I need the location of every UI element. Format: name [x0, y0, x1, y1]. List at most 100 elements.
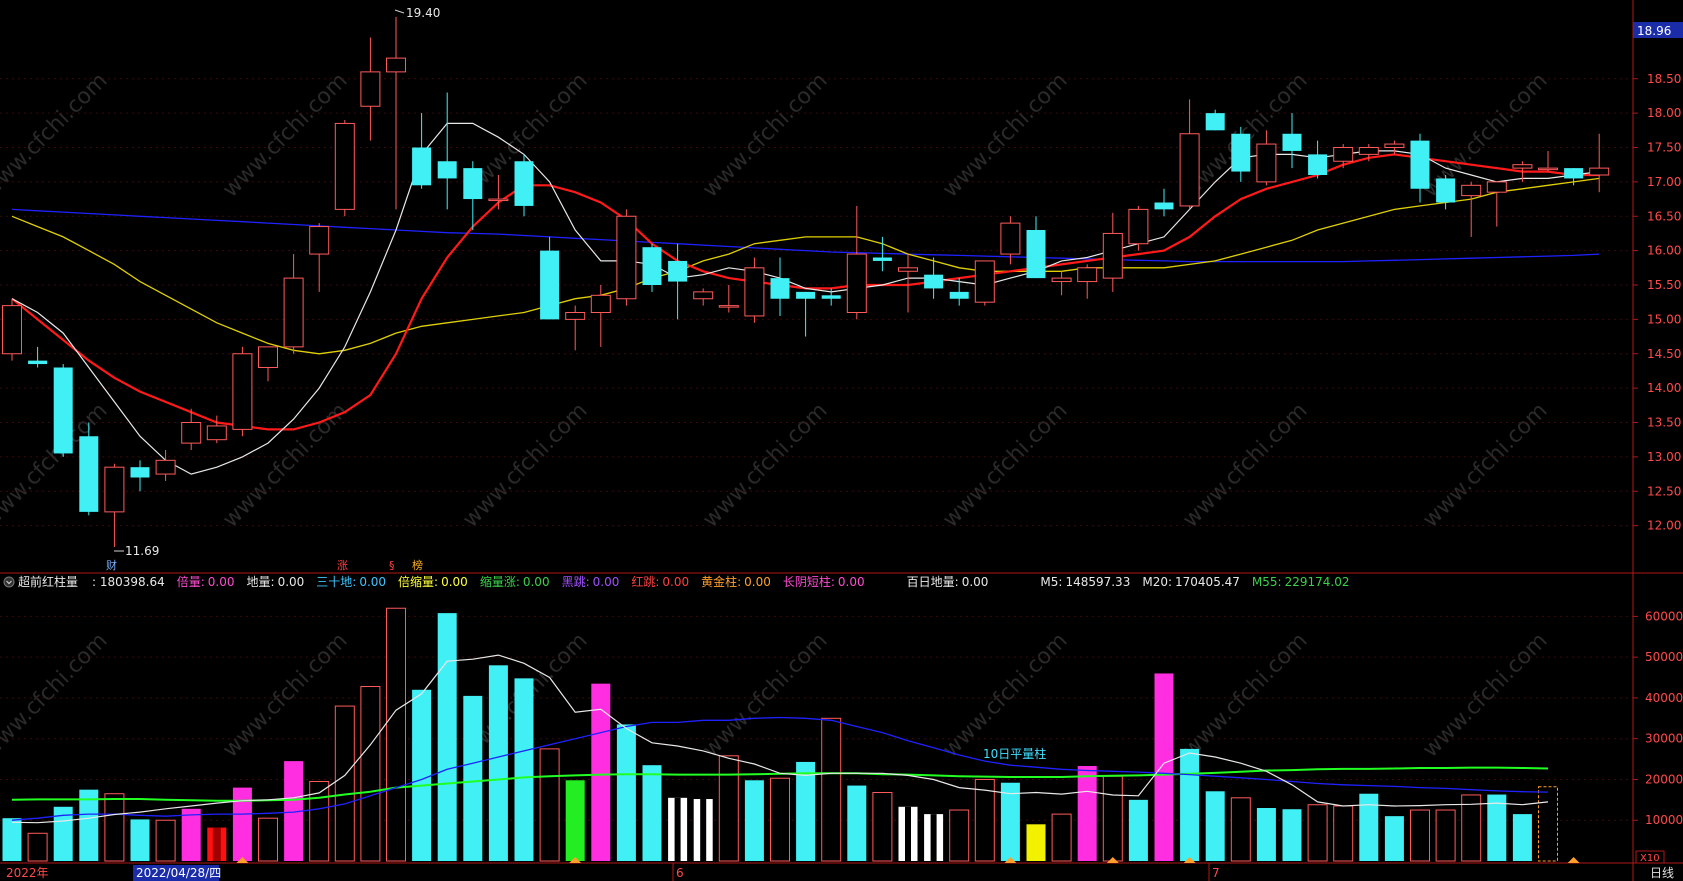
price-tick-label: 16.00 — [1647, 244, 1681, 258]
candle-body — [360, 71, 381, 107]
volume-bar-body — [334, 705, 355, 862]
candle-body — [718, 305, 739, 308]
volume-bar-body — [565, 780, 585, 861]
candle — [1538, 150, 1558, 172]
volume-legend-item: 百日地量: — [907, 575, 959, 589]
candle — [130, 460, 150, 492]
candle — [412, 113, 432, 189]
candle-body — [1000, 222, 1021, 255]
indicator-menu-icon[interactable] — [3, 576, 15, 588]
volume-bar-body — [949, 809, 970, 862]
candle-body — [949, 291, 969, 299]
candle-body — [1154, 202, 1174, 210]
volume-legend-item: 地量: — [247, 575, 275, 589]
volume-bar-body — [1333, 805, 1354, 862]
volume-bar-body — [155, 819, 176, 862]
period-label[interactable]: 日线 — [1650, 866, 1674, 880]
candle-body — [1128, 208, 1149, 245]
volume-bar-body — [1154, 673, 1174, 861]
volume-bar — [2, 818, 22, 861]
volume-bar — [309, 781, 330, 862]
candle-body — [898, 267, 918, 272]
volume-tick-label: 30000 — [1645, 732, 1683, 746]
candle — [1333, 144, 1354, 169]
candle — [821, 288, 841, 306]
candle — [898, 254, 918, 313]
volume-bar-body — [1538, 786, 1558, 862]
candle — [1128, 205, 1149, 251]
candle — [668, 243, 688, 320]
volume-bar — [514, 678, 534, 861]
volume-bar — [1282, 809, 1302, 861]
candle — [1436, 175, 1456, 210]
volume-bar — [27, 832, 48, 862]
candle — [770, 257, 790, 316]
volume-legend-item: 170405.47 — [1175, 575, 1240, 589]
candle — [104, 463, 125, 547]
price-tick-label: 18.50 — [1647, 72, 1681, 86]
volume-legend-item: 三十地: — [316, 575, 356, 589]
volume-bar — [1230, 797, 1251, 862]
candle-body — [1282, 133, 1302, 151]
volume-bar-body — [1282, 809, 1302, 861]
volume-bar-body — [258, 817, 278, 862]
candle-body — [1461, 184, 1482, 197]
volume-bar — [539, 748, 560, 862]
volume-legend-item: 0.00 — [838, 575, 865, 589]
candle — [181, 408, 202, 450]
volume-unit-label: X10 — [1640, 853, 1660, 864]
x-axis-marker — [1004, 857, 1017, 863]
volume-bar-body — [1051, 813, 1072, 862]
candle — [206, 415, 227, 444]
candle-body — [1256, 143, 1277, 183]
candle-body — [846, 253, 867, 313]
volume-indicator-title[interactable]: 超前红柱量 — [18, 574, 78, 589]
candle-body — [28, 360, 48, 365]
price-tag: 18.96 — [1633, 22, 1683, 38]
candle-body — [1486, 181, 1507, 193]
volume-legend-item: 0.00 — [593, 575, 620, 589]
volume-ma-blue-line — [11, 716, 1549, 821]
volume-bar-body — [1487, 794, 1507, 861]
candle-body — [565, 312, 586, 320]
volume-bar-series — [2, 607, 1558, 862]
candle — [28, 346, 48, 368]
volume-bar — [1307, 804, 1328, 862]
volume-bar — [258, 817, 278, 862]
volume-legend-item: 黑跳: — [562, 575, 590, 589]
candle — [1512, 161, 1533, 182]
volume-bar — [1384, 816, 1404, 861]
volume-bar — [642, 765, 662, 861]
candle — [924, 257, 944, 299]
candle — [463, 161, 483, 230]
candle — [79, 422, 99, 516]
candle — [258, 346, 278, 382]
candle — [642, 243, 662, 292]
volume-legend: 超前红柱量 : 180398.64 倍量: 0.00 地量: 0.00 三十地: 0.00 倍… — [3, 574, 1350, 589]
volume-bar — [1461, 794, 1482, 862]
candle — [155, 450, 176, 481]
volume-bar-body — [463, 695, 483, 861]
candle — [514, 154, 534, 217]
candle-body — [309, 226, 330, 255]
volume-bar — [591, 683, 611, 861]
volume-bar-body — [744, 780, 764, 861]
volume-bar-body — [1077, 766, 1097, 861]
volume-legend-item: 148597.33 — [1065, 575, 1130, 589]
price-tick-label: 12.50 — [1647, 484, 1681, 498]
volume-bar-body — [1180, 748, 1200, 861]
candle-body — [412, 147, 432, 186]
candle — [1410, 133, 1430, 203]
volume-bar — [770, 777, 790, 862]
low-annotation: 11.69 — [114, 544, 159, 558]
candle — [1589, 133, 1610, 193]
volume-bar — [1359, 793, 1379, 861]
candle — [360, 37, 381, 141]
candlestick-series — [2, 16, 1610, 547]
candle — [565, 305, 586, 351]
volume-bar-body — [360, 686, 381, 862]
candle — [309, 223, 330, 292]
volume-grid — [0, 615, 1633, 821]
candle — [1102, 212, 1123, 292]
volume-bar — [1512, 814, 1532, 861]
